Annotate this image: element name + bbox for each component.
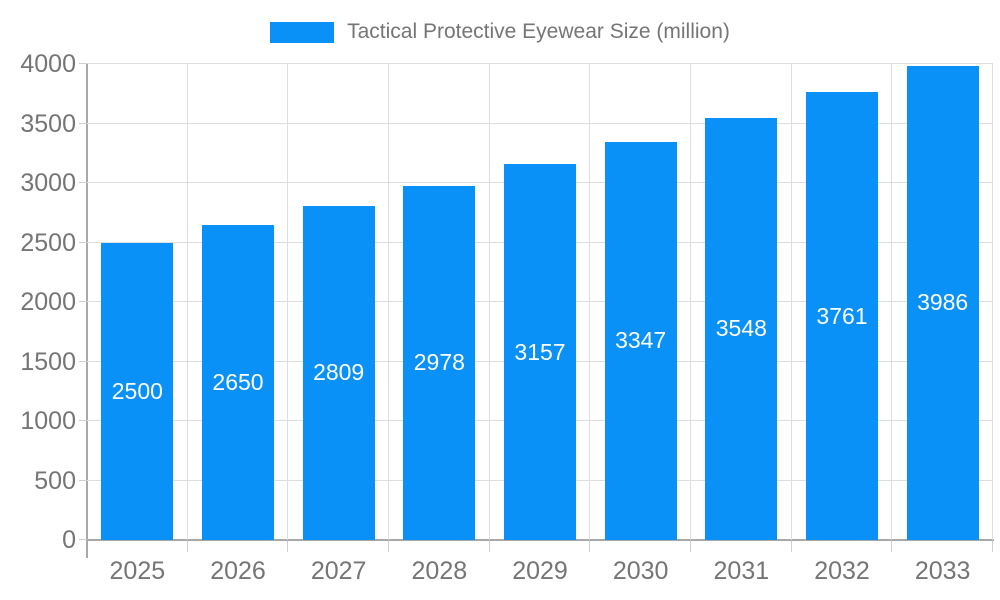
bar-value-label: 3548 [715,315,767,342]
v-gridline [186,64,188,540]
y-axis-label: 3500 [20,109,76,138]
y-axis-tick [79,420,87,421]
bar: 2500 [101,242,174,540]
x-axis-label: 2025 [109,557,166,585]
y-axis-label: 0 [62,526,76,554]
x-axis-line [86,539,994,541]
bar-value-label: 3347 [615,327,667,354]
y-axis-tick [79,360,87,362]
v-gridline [690,64,691,540]
y-axis-tick [79,122,87,124]
bar: 3347 [604,141,677,540]
bar: 2809 [302,205,375,540]
bar: 2650 [202,224,274,540]
y-axis-tick [79,479,87,481]
bar-value-label: 2809 [313,359,365,386]
y-axis-label: 500 [34,466,76,495]
x-axis-label: 2030 [612,557,669,585]
legend: Tactical Protective Eyewear Size (millio… [0,20,1000,44]
x-axis-label: 2027 [310,557,367,585]
bar: 3157 [504,164,576,540]
x-axis-tick [488,541,490,552]
v-gridline [891,64,893,540]
y-axis-tick [79,182,87,183]
y-axis-line [86,64,88,558]
bar: 3548 [705,117,778,540]
x-axis-tick [992,541,993,552]
x-axis-label: 2026 [210,557,266,585]
y-axis-tick [79,539,87,540]
bar: 2978 [403,185,476,540]
x-axis-label: 2028 [411,557,468,585]
x-axis-label: 2032 [814,557,870,585]
y-axis-label: 4000 [20,50,76,78]
v-gridline [790,64,792,540]
x-axis-tick [186,541,188,552]
bar-value-label: 2650 [212,368,264,395]
legend-swatch-icon [270,21,335,43]
y-axis-tick [79,63,87,64]
x-axis-tick [790,541,792,552]
bar: 3761 [806,92,878,540]
x-axis-tick [891,541,893,552]
y-axis-tick [79,241,87,243]
x-axis-tick [388,541,389,552]
bar-value-label: 3986 [917,289,969,316]
v-gridline [488,64,490,540]
v-gridline [388,64,389,540]
x-axis-label: 2029 [512,557,568,585]
y-axis-tick [79,301,87,302]
x-axis-label: 2031 [713,557,770,585]
bar-value-label: 3761 [816,302,868,329]
h-gridline [87,63,993,64]
legend-item[interactable]: Tactical Protective Eyewear Size (millio… [270,20,730,44]
bar: 3986 [906,65,979,540]
v-gridline [287,64,289,540]
x-axis-tick [690,541,691,552]
legend-label: Tactical Protective Eyewear Size (millio… [347,20,730,43]
y-axis-label: 1000 [20,407,76,435]
y-axis-label: 1500 [20,347,76,376]
bar-value-label: 3157 [514,338,566,365]
y-axis-label: 3000 [20,169,76,197]
v-gridline [992,64,993,540]
x-axis-tick [287,541,289,552]
bar-value-label: 2978 [413,349,465,376]
y-axis-label: 2000 [20,288,76,316]
bar-value-label: 2500 [111,377,163,404]
h-gridline [87,122,993,124]
v-gridline [589,64,591,540]
y-axis-label: 2500 [20,228,76,257]
x-axis-label: 2033 [914,557,971,585]
x-axis-tick [589,541,591,552]
